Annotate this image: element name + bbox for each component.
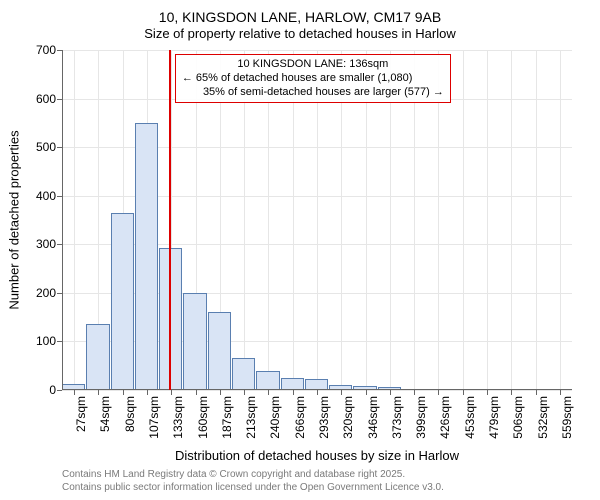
x-tick-label-wrap: 187sqm: [220, 390, 221, 391]
x-gridline: [536, 50, 537, 390]
x-gridline: [560, 50, 561, 390]
x-tick-label: 506sqm: [511, 396, 525, 439]
x-tick-label-wrap: 107sqm: [147, 390, 148, 391]
x-tick-label-wrap: 80sqm: [123, 390, 124, 391]
y-tick-label: 0: [49, 383, 62, 397]
x-tick-label-wrap: 133sqm: [171, 390, 172, 391]
x-tick-label: 320sqm: [341, 396, 355, 439]
x-tick-label-wrap: 27sqm: [74, 390, 75, 391]
x-tick-label: 27sqm: [74, 396, 88, 432]
histogram-bar: [86, 324, 109, 390]
attribution-footer: Contains HM Land Registry data © Crown c…: [62, 468, 444, 494]
x-tick-label-wrap: 559sqm: [560, 390, 561, 391]
x-tick-label-wrap: 532sqm: [536, 390, 537, 391]
x-tick-label: 107sqm: [147, 396, 161, 439]
footer-line-1: Contains HM Land Registry data © Crown c…: [62, 468, 444, 481]
x-tick-label-wrap: 54sqm: [98, 390, 99, 391]
property-size-histogram: 10, KINGSDON LANE, HARLOW, CM17 9AB Size…: [0, 0, 600, 500]
histogram-bar: [208, 312, 231, 390]
x-tick-label-wrap: 426sqm: [438, 390, 439, 391]
x-tick-label-wrap: 346sqm: [366, 390, 367, 391]
x-tick-label: 54sqm: [98, 396, 112, 432]
histogram-bar: [256, 371, 279, 390]
chart-title-main: 10, KINGSDON LANE, HARLOW, CM17 9AB: [0, 8, 600, 26]
x-tick-label-wrap: 373sqm: [390, 390, 391, 391]
x-axis-line: [62, 389, 572, 390]
x-tick-label-wrap: 293sqm: [317, 390, 318, 391]
x-tick-label-wrap: 479sqm: [487, 390, 488, 391]
x-tick-label-wrap: 399sqm: [414, 390, 415, 391]
y-axis-label: Number of detached properties: [7, 130, 22, 309]
x-tick-label: 160sqm: [196, 396, 210, 439]
x-tick-label: 399sqm: [414, 396, 428, 439]
y-tick-label: 200: [36, 286, 62, 300]
x-tick-label: 133sqm: [171, 396, 185, 439]
x-tick-label-wrap: 213sqm: [244, 390, 245, 391]
y-tick-label: 300: [36, 237, 62, 251]
x-gridline: [511, 50, 512, 390]
x-gridline: [74, 50, 75, 390]
plot-area: 010020030040050060070027sqm54sqm80sqm107…: [62, 50, 572, 390]
x-tick-label-wrap: 453sqm: [463, 390, 464, 391]
x-tick-label: 240sqm: [268, 396, 282, 439]
y-tick-label: 100: [36, 334, 62, 348]
x-tick-label-wrap: 320sqm: [341, 390, 342, 391]
annotation-title: 10 KINGSDON LANE: 136sqm: [182, 58, 444, 72]
x-tick-label: 426sqm: [438, 396, 452, 439]
x-tick-label: 559sqm: [560, 396, 574, 439]
y-tick-label: 700: [36, 43, 62, 57]
histogram-bar: [232, 358, 255, 390]
annotation-larger-pct: 35% of semi-detached houses are larger (…: [182, 86, 444, 100]
annotation-smaller-pct: ← 65% of detached houses are smaller (1,…: [182, 72, 444, 86]
x-tick-label: 80sqm: [123, 396, 137, 432]
histogram-bar: [183, 293, 206, 390]
x-tick-label: 213sqm: [244, 396, 258, 439]
y-tick-label: 500: [36, 140, 62, 154]
x-tick-label: 479sqm: [487, 396, 501, 439]
x-tick-label-wrap: 266sqm: [293, 390, 294, 391]
x-tick-label: 532sqm: [536, 396, 550, 439]
x-tick-label-wrap: 240sqm: [268, 390, 269, 391]
chart-title-block: 10, KINGSDON LANE, HARLOW, CM17 9AB Size…: [0, 8, 600, 43]
footer-line-2: Contains public sector information licen…: [62, 481, 444, 494]
x-gridline: [487, 50, 488, 390]
histogram-bar: [135, 123, 158, 390]
x-tick-label: 373sqm: [390, 396, 404, 439]
x-tick-label: 453sqm: [463, 396, 477, 439]
histogram-bar: [111, 213, 134, 390]
y-tick-label: 600: [36, 92, 62, 106]
x-tick-label: 293sqm: [317, 396, 331, 439]
percentile-annotation: 10 KINGSDON LANE: 136sqm← 65% of detache…: [175, 54, 451, 103]
y-tick-label: 400: [36, 189, 62, 203]
x-gridline: [463, 50, 464, 390]
x-tick-label: 266sqm: [293, 396, 307, 439]
x-tick-label-wrap: 160sqm: [196, 390, 197, 391]
x-axis-label: Distribution of detached houses by size …: [175, 448, 459, 463]
x-tick-label-wrap: 506sqm: [511, 390, 512, 391]
chart-title-sub: Size of property relative to detached ho…: [0, 26, 600, 43]
y-axis-line: [62, 50, 63, 390]
x-tick-label: 187sqm: [220, 396, 234, 439]
x-tick-label: 346sqm: [366, 396, 380, 439]
subject-property-marker: [169, 50, 171, 390]
